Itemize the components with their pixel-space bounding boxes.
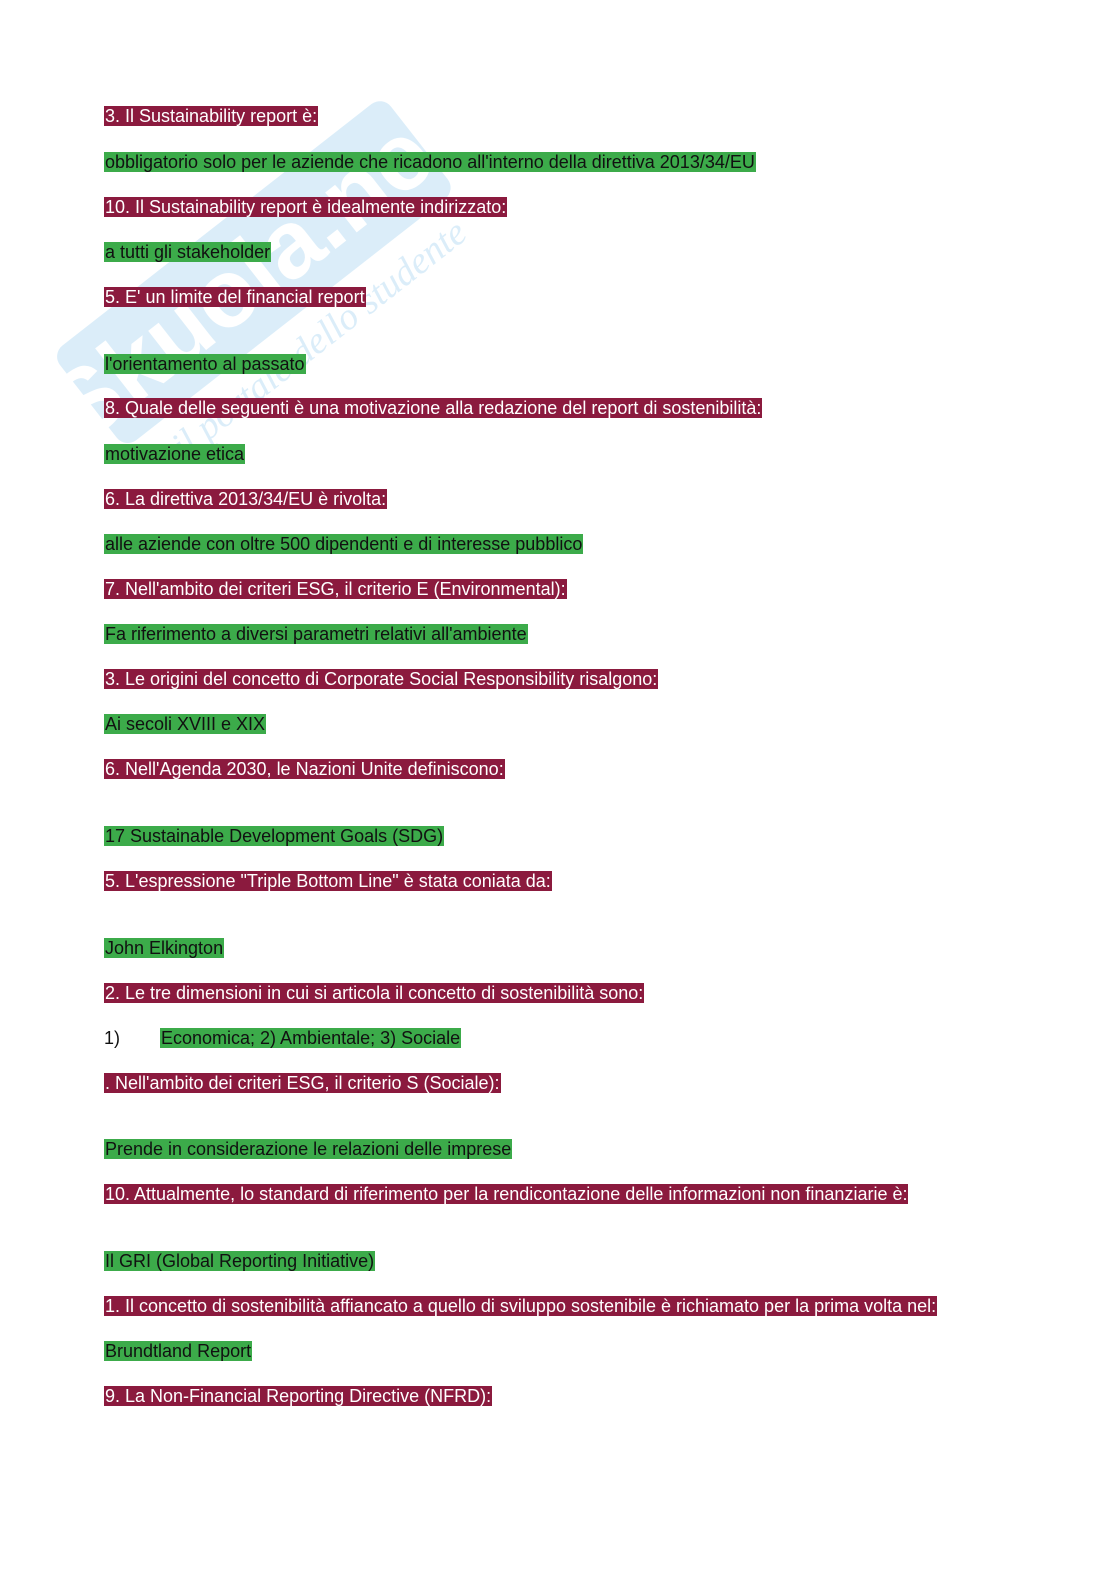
question-line: 3. Il Sustainability report è: bbox=[104, 106, 319, 126]
question-line: 2. Le tre dimensioni in cui si articola … bbox=[104, 983, 645, 1003]
answer-line: Brundtland Report bbox=[104, 1341, 253, 1361]
answer-line: 1) Economica; 2) Ambientale; 3) Sociale bbox=[104, 1028, 462, 1048]
question-line: 1. Il concetto di sostenibilità affianca… bbox=[104, 1296, 938, 1316]
question-line: 3. Le origini del concetto di Corporate … bbox=[104, 669, 659, 689]
answer-line: Il GRI (Global Reporting Initiative) bbox=[104, 1251, 376, 1271]
question-line: 6. Nell'Agenda 2030, le Nazioni Unite de… bbox=[104, 759, 505, 779]
question-line: 6. La direttiva 2013/34/EU è rivolta: bbox=[104, 489, 388, 509]
answer-line: 17 Sustainable Development Goals (SDG) bbox=[104, 826, 445, 846]
answer-line: Fa riferimento a diversi parametri relat… bbox=[104, 624, 528, 644]
answer-line: John Elkington bbox=[104, 938, 225, 958]
answer-line: obbligatorio solo per le aziende che ric… bbox=[104, 152, 756, 172]
answer-line: alle aziende con oltre 500 dipendenti e … bbox=[104, 534, 584, 554]
question-line: . Nell'ambito dei criteri ESG, il criter… bbox=[104, 1073, 501, 1093]
answer-line: motivazione etica bbox=[104, 444, 246, 464]
answer-line: Prende in considerazione le relazioni de… bbox=[104, 1139, 513, 1159]
answer-line: l'orientamento al passato bbox=[104, 354, 306, 374]
question-line: 5. L'espressione "Triple Bottom Line" è … bbox=[104, 871, 552, 891]
answer-line: Ai secoli XVIII e XIX bbox=[104, 714, 267, 734]
question-line: 7. Nell'ambito dei criteri ESG, il crite… bbox=[104, 579, 567, 599]
answer-line: a tutti gli stakeholder bbox=[104, 242, 272, 262]
list-number: 1) bbox=[104, 1028, 121, 1048]
question-line: 8. Quale delle seguenti è una motivazion… bbox=[104, 398, 763, 418]
question-line: 10. Il Sustainability report è idealment… bbox=[104, 197, 508, 217]
question-line: 10. Attualmente, lo standard di riferime… bbox=[104, 1184, 909, 1204]
question-line: 9. La Non-Financial Reporting Directive … bbox=[104, 1386, 493, 1406]
question-line: 5. E' un limite del financial report bbox=[104, 287, 366, 307]
